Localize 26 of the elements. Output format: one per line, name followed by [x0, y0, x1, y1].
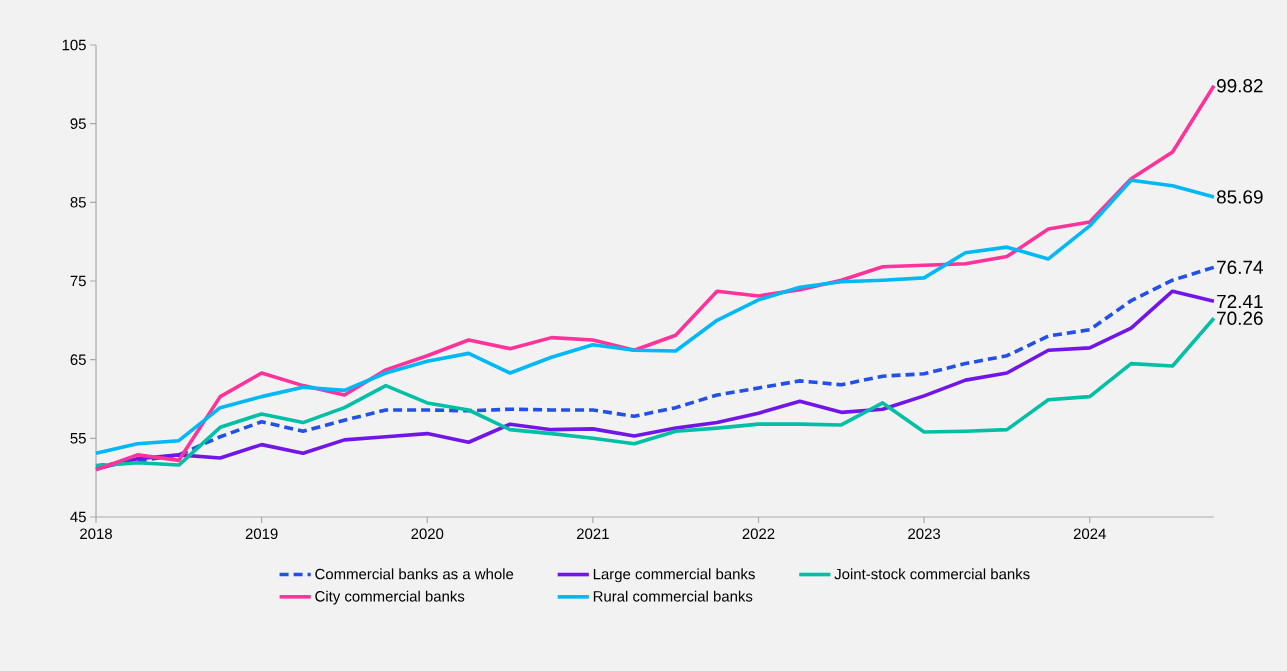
y-tick-label: 55: [70, 433, 86, 444]
legend-label: Commercial banks as a whole: [315, 568, 514, 580]
x-tick-label: 2019: [245, 528, 278, 540]
y-tick-label: 65: [70, 354, 86, 365]
legend-label: Joint-stock commercial banks: [834, 568, 1030, 580]
data-label: 72.41: [1217, 294, 1263, 308]
line-series: [94, 178, 1216, 456]
data-label: 76.74: [1217, 260, 1263, 274]
y-tick-label: 105: [62, 39, 86, 51]
legend-label: Large commercial banks: [593, 568, 755, 583]
x-tick-label: 2020: [411, 528, 444, 540]
x-tick-label: 2022: [742, 528, 775, 540]
y-tick-label: 75: [70, 275, 86, 287]
data-label: 70.26: [1217, 311, 1263, 325]
y-tick-label: 85: [70, 197, 86, 208]
legend-label: City commercial banks: [315, 590, 465, 605]
x-tick-label: 2021: [577, 528, 609, 540]
x-tick-label: 2023: [908, 528, 941, 540]
data-label: 99.82: [1217, 79, 1263, 93]
y-tick-label: 95: [70, 118, 86, 129]
legend-label: Rural commercial banks: [593, 590, 753, 602]
line-series: [94, 316, 1216, 468]
x-tick-label: 2018: [80, 528, 112, 540]
data-label: 85.69: [1216, 190, 1263, 204]
x-tick-label: 2024: [1073, 528, 1106, 540]
y-tick-label: 45: [70, 511, 86, 523]
